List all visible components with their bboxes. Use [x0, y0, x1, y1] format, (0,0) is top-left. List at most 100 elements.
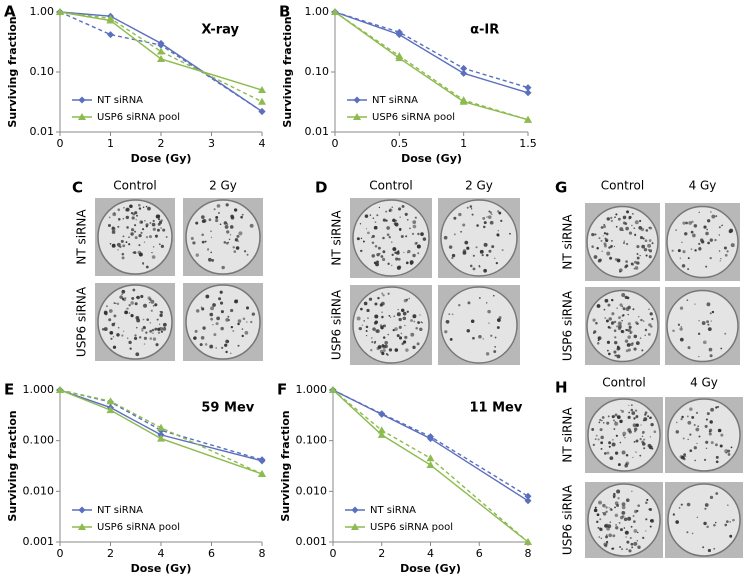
colony [709, 420, 713, 424]
colony [707, 548, 712, 553]
colony [592, 332, 595, 334]
colony [227, 315, 230, 318]
colony [701, 321, 706, 325]
colony [472, 267, 476, 271]
colony [592, 443, 595, 447]
diamond-marker [395, 28, 403, 36]
colony [698, 247, 702, 251]
colony [625, 349, 629, 353]
colony [643, 447, 646, 450]
colony [417, 232, 420, 236]
colony-plate [586, 205, 659, 279]
colony [646, 498, 649, 501]
colony [162, 228, 166, 232]
colony [621, 505, 626, 510]
colony [615, 524, 617, 526]
colony [157, 228, 160, 232]
colony [624, 530, 629, 535]
colony [398, 227, 402, 231]
series-dashed-line [332, 389, 529, 543]
colony-plate [586, 289, 659, 363]
colony [210, 230, 212, 233]
colony [144, 219, 146, 222]
colony [417, 252, 420, 255]
colony [395, 251, 400, 255]
colony [715, 455, 719, 459]
colony [680, 503, 683, 506]
x-tick-label: 6 [208, 547, 215, 560]
colony [386, 226, 390, 230]
colony [618, 316, 621, 320]
colony [394, 327, 398, 331]
colony [393, 315, 396, 318]
colony [448, 245, 453, 249]
colony [616, 325, 619, 328]
colony [230, 308, 234, 313]
colony-plate [352, 286, 430, 364]
colony [698, 320, 700, 322]
colony [610, 216, 613, 220]
colony [601, 419, 603, 422]
colony [628, 404, 630, 407]
column-label: Control [601, 179, 644, 193]
colony [123, 206, 125, 209]
colony [719, 444, 723, 448]
colony [625, 498, 630, 502]
colony [624, 339, 629, 343]
colony [618, 521, 621, 524]
colony [603, 232, 607, 235]
colony [101, 328, 105, 331]
colony [696, 516, 699, 519]
colony [648, 323, 652, 327]
chart-title: 11 Mev [470, 401, 523, 416]
colony [615, 526, 619, 530]
colony [483, 242, 488, 247]
colony [610, 322, 614, 325]
colony [636, 252, 639, 255]
colony [124, 310, 129, 315]
colony [633, 260, 637, 264]
colony [607, 415, 610, 418]
colony [405, 348, 409, 352]
colony [642, 320, 645, 322]
colony [591, 245, 594, 248]
colony [607, 524, 612, 529]
colony [390, 316, 392, 318]
colony [206, 248, 210, 251]
colony [121, 334, 124, 337]
diamond-marker [157, 41, 165, 49]
colony [689, 407, 693, 411]
colony [220, 310, 224, 314]
colony [619, 545, 622, 548]
column-label: Control [113, 179, 156, 193]
colony [108, 309, 113, 313]
diamond-marker [378, 410, 386, 418]
panel-label: H [555, 379, 568, 397]
series-dashed-line [334, 11, 529, 121]
colony [650, 519, 652, 521]
colony [138, 336, 142, 339]
colony [617, 326, 622, 331]
colony [404, 324, 406, 327]
colony [116, 333, 120, 337]
colony [597, 527, 600, 529]
colony [139, 220, 144, 224]
colony [121, 293, 123, 296]
triangle-marker [157, 47, 165, 55]
colony [212, 303, 216, 307]
triangle-marker [258, 86, 266, 94]
colony [730, 243, 735, 248]
colony [693, 224, 698, 228]
colony [672, 329, 675, 332]
colony [608, 533, 612, 538]
colony [705, 447, 708, 450]
colony [600, 435, 604, 440]
row-label: NT siRNA [561, 407, 575, 463]
colony [236, 234, 240, 238]
colony [496, 326, 500, 329]
colony [118, 245, 120, 248]
colony [128, 340, 132, 345]
colony [611, 547, 615, 550]
colony [478, 335, 482, 339]
colony [388, 314, 391, 317]
